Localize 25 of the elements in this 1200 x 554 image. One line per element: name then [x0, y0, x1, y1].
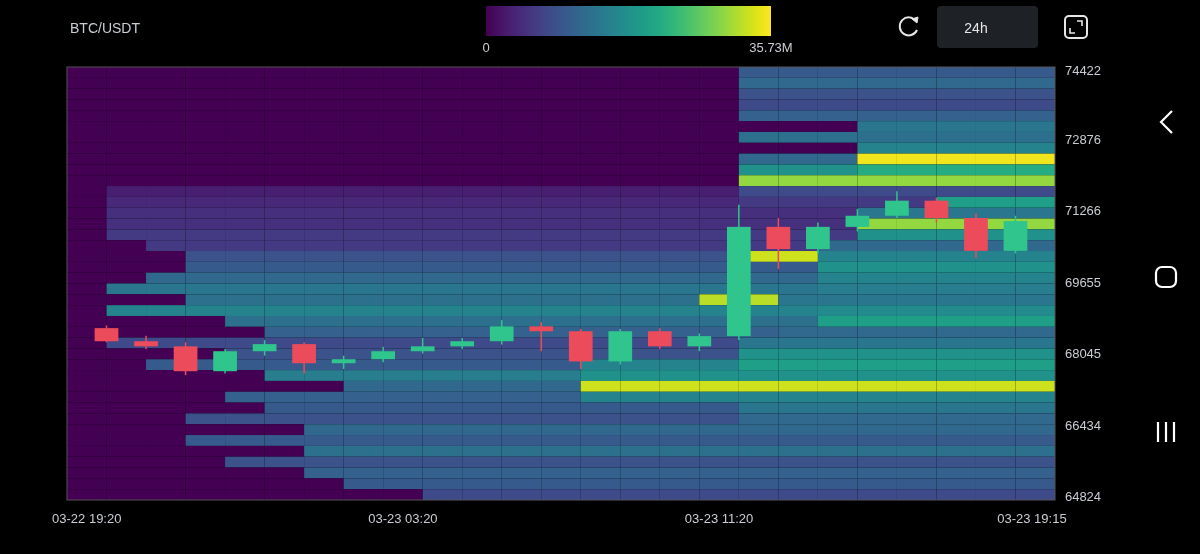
candlestick [489, 319, 514, 346]
color-bar-label: 0 [482, 40, 490, 55]
y-tick-label: 72876 [1064, 131, 1102, 147]
candlestick [806, 221, 830, 255]
candlestick [845, 208, 870, 233]
x-tick-label: 03-23 11:20 [684, 511, 754, 526]
candlestick [766, 217, 791, 270]
x-tick-label: 03-23 19:15 [997, 511, 1067, 526]
candlestick [885, 190, 909, 219]
y-tick-label: 69655 [1064, 274, 1102, 290]
candlestick [529, 321, 554, 352]
candlestick [924, 197, 949, 224]
x-tick-label: 03-23 03:20 [368, 511, 438, 526]
candlestick [213, 348, 237, 375]
color-bar-label: 35.73M [749, 40, 793, 55]
candlestick [292, 341, 316, 375]
y-tick-label: 68045 [1064, 346, 1102, 362]
candlestick [647, 327, 672, 350]
text: 24h [964, 20, 988, 36]
y-tick-label: 66434 [1064, 417, 1102, 433]
y-tick-label: 74422 [1064, 63, 1102, 79]
y-tick-label: 64824 [1064, 489, 1102, 505]
x-tick-label: 03-22 19:20 [52, 511, 122, 526]
y-tick-label: 71266 [1064, 203, 1102, 219]
chart-title: BTC/USDT [70, 20, 141, 36]
